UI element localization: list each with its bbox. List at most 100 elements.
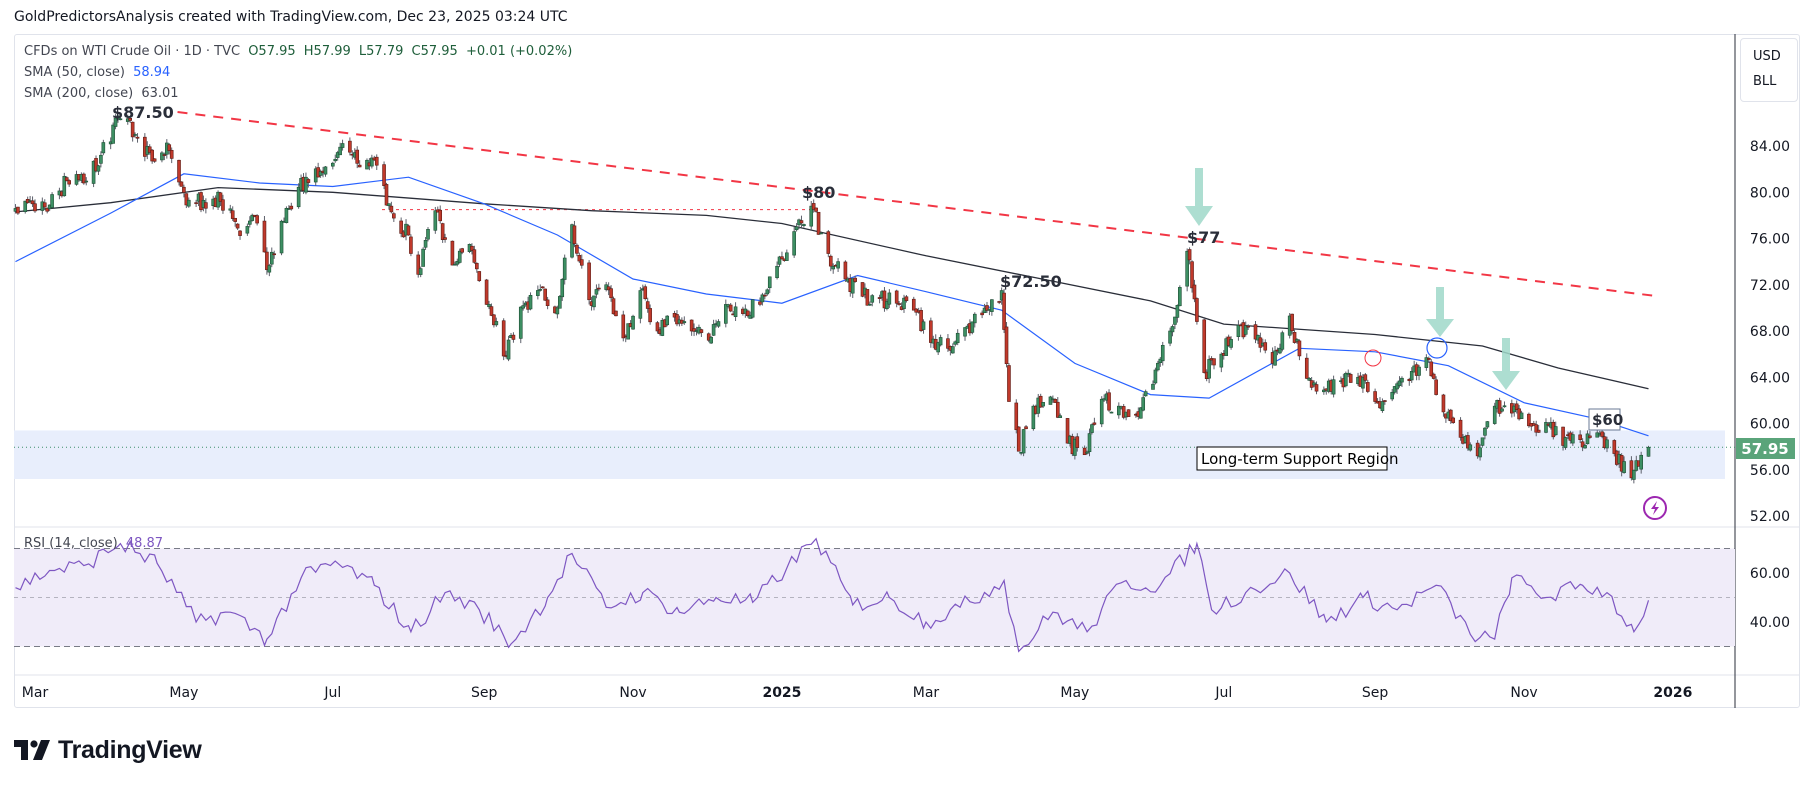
candle xyxy=(645,297,650,313)
candle-body xyxy=(1202,319,1207,373)
candle xyxy=(511,332,516,343)
candle xyxy=(1175,304,1180,323)
candle xyxy=(1141,393,1146,412)
candle-body xyxy=(318,171,323,176)
candle xyxy=(1109,411,1114,414)
candle-body xyxy=(1292,332,1297,343)
candle-body xyxy=(1622,461,1626,473)
rsi-value: 48.87 xyxy=(125,536,164,551)
candle xyxy=(638,287,643,324)
lightning-icon[interactable] xyxy=(1643,496,1667,520)
candle-body xyxy=(1585,433,1590,445)
candle-body xyxy=(631,315,635,330)
candle xyxy=(406,224,411,236)
candle xyxy=(936,341,940,355)
candle-body xyxy=(1500,408,1504,412)
candle xyxy=(929,317,933,348)
candle-body xyxy=(1185,250,1189,287)
candle-body xyxy=(1192,284,1197,300)
candle xyxy=(152,158,157,163)
candle-body xyxy=(1600,431,1604,437)
currency-unit-selector[interactable]: USD BLL xyxy=(1740,38,1798,102)
symbol-legend[interactable]: CFDs on WTI Crude Oil · 1D · TVC O57.95 … xyxy=(24,44,572,59)
candle xyxy=(1090,423,1094,435)
candle xyxy=(16,206,20,215)
candle xyxy=(631,314,635,330)
candle xyxy=(245,223,250,236)
candle-body xyxy=(811,203,816,210)
candle xyxy=(443,233,447,243)
candle xyxy=(96,164,101,176)
candle-body xyxy=(733,306,738,318)
candle xyxy=(1580,438,1585,452)
candle xyxy=(1553,421,1558,436)
price-tick-label: 72.00 xyxy=(1750,278,1790,294)
candle xyxy=(84,177,89,186)
candle-body xyxy=(1053,399,1058,403)
rsi-line xyxy=(15,537,1650,653)
candle xyxy=(82,172,86,185)
candle xyxy=(1229,336,1233,350)
candle-body xyxy=(882,290,887,309)
candle xyxy=(116,111,120,123)
candle-body xyxy=(118,118,123,121)
candle xyxy=(1273,346,1277,366)
tradingview-logo[interactable]: TradingView xyxy=(14,736,202,764)
candle-body xyxy=(1373,391,1377,402)
candle-body xyxy=(1536,429,1541,433)
candle xyxy=(609,285,613,302)
candle xyxy=(597,283,601,292)
candle xyxy=(538,284,543,292)
candle xyxy=(868,301,872,306)
candle xyxy=(1258,332,1263,353)
candle-body xyxy=(84,180,89,183)
candle xyxy=(765,288,770,296)
candle xyxy=(614,310,618,317)
candle xyxy=(558,295,562,309)
candle-body xyxy=(440,223,445,240)
sma200-legend[interactable]: SMA (200, close) 63.01 xyxy=(24,86,179,101)
candle xyxy=(1202,317,1207,374)
candle xyxy=(1485,421,1490,429)
candle-body xyxy=(489,306,494,316)
candle xyxy=(1480,437,1485,447)
price-tick-label: 64.00 xyxy=(1750,370,1790,386)
candle-body xyxy=(1390,391,1394,400)
candle-body xyxy=(101,142,106,154)
sma50-legend[interactable]: SMA (50, close) 58.94 xyxy=(24,65,170,80)
candle xyxy=(118,114,123,121)
candle xyxy=(951,343,955,354)
candle-body xyxy=(1075,436,1080,448)
candle xyxy=(304,172,308,195)
candle-body xyxy=(1207,359,1211,379)
candle xyxy=(1563,436,1568,450)
candle xyxy=(592,295,596,311)
candle-body xyxy=(487,304,491,308)
candle-body xyxy=(160,152,164,161)
candle xyxy=(306,178,311,188)
candle-body xyxy=(528,294,533,310)
candle-body xyxy=(1365,382,1370,392)
candle-body xyxy=(1055,401,1060,418)
candle-body xyxy=(921,321,926,330)
candle-body xyxy=(392,213,396,219)
rsi-legend[interactable]: RSI (14, close) 48.87 xyxy=(24,536,163,551)
candle xyxy=(409,234,413,257)
candle-body xyxy=(1612,440,1617,454)
candle xyxy=(675,310,679,327)
candle xyxy=(470,243,474,255)
candle-body xyxy=(1307,378,1312,381)
candle-body xyxy=(951,346,955,354)
candle-body xyxy=(1466,435,1470,449)
candle-body xyxy=(218,192,223,202)
candle-body xyxy=(1219,353,1224,368)
candle xyxy=(763,292,767,300)
candle-body xyxy=(230,210,235,219)
candle-body xyxy=(1485,421,1490,428)
time-tick-label: Sep xyxy=(1362,685,1389,701)
candle-body xyxy=(221,199,225,211)
candle xyxy=(1331,375,1336,398)
label-peak-80: $80 xyxy=(802,183,835,202)
candle-body xyxy=(184,193,189,206)
